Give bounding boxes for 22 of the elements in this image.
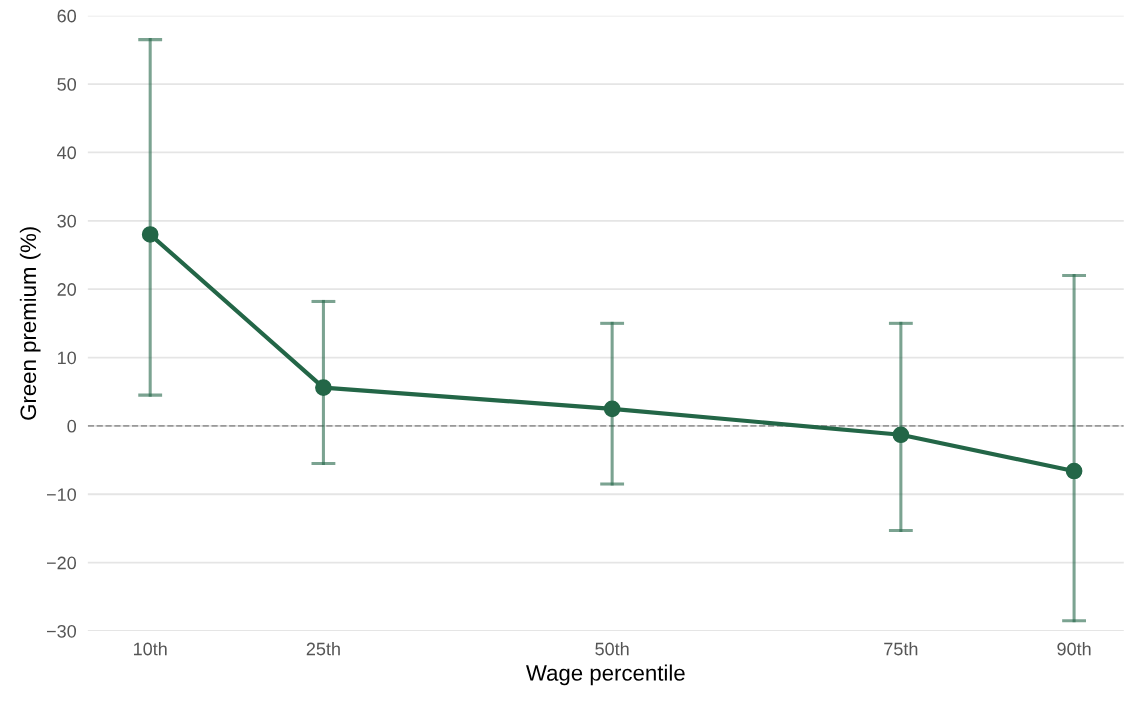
y-tick-label: −20 <box>46 556 77 570</box>
y-tick-label: 30 <box>57 214 77 228</box>
point <box>141 226 159 243</box>
y-tick-label: 60 <box>57 9 77 23</box>
y-axis-title: Green premium (%) <box>19 227 41 420</box>
y-tick-label: 0 <box>67 419 77 433</box>
x-tick-label: 50th <box>595 642 629 656</box>
x-tick-label: 10th <box>134 642 167 656</box>
x-tick-label: 90th <box>1057 642 1091 656</box>
point <box>892 426 910 444</box>
y-tick-label: 40 <box>57 146 77 160</box>
y-tick-label: 20 <box>57 283 77 296</box>
x-tick-label: 25th <box>306 642 340 656</box>
point <box>315 379 332 396</box>
point <box>1065 462 1083 480</box>
y-tick-label: −30 <box>46 624 77 638</box>
y-tick-label: 10 <box>58 351 77 365</box>
point <box>603 400 621 418</box>
x-tick-label: 75th <box>884 642 918 656</box>
y-tick-label: −10 <box>46 488 77 501</box>
y-tick-label: 50 <box>57 77 77 91</box>
x-axis-title: Wage percentile <box>526 664 685 686</box>
